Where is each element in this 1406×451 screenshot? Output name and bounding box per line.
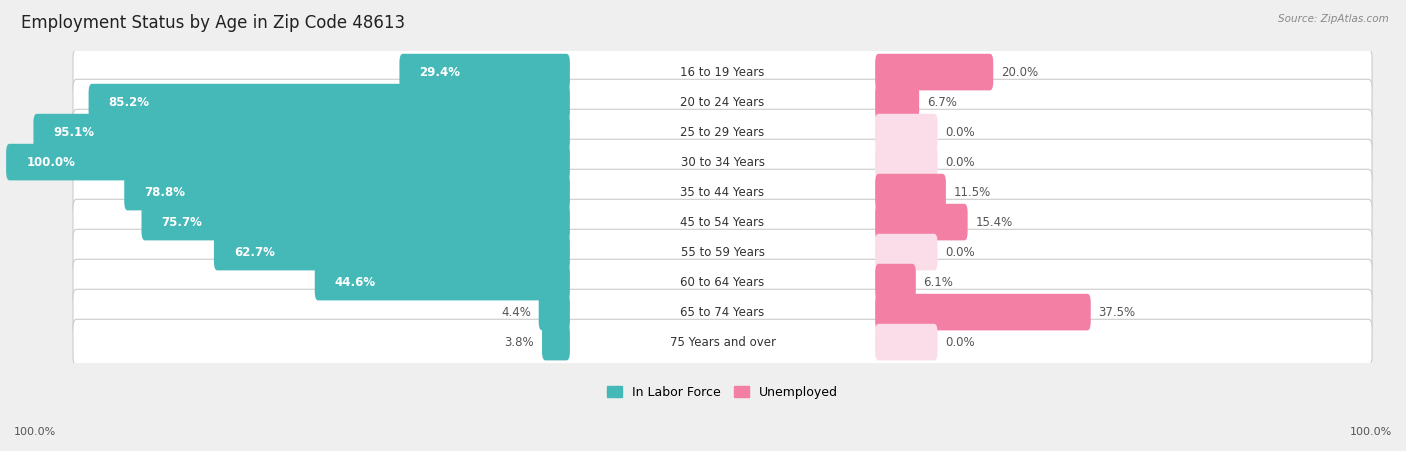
FancyBboxPatch shape bbox=[73, 259, 1372, 305]
FancyBboxPatch shape bbox=[214, 234, 569, 271]
Text: 100.0%: 100.0% bbox=[1350, 428, 1392, 437]
Text: 11.5%: 11.5% bbox=[953, 186, 991, 198]
Text: Source: ZipAtlas.com: Source: ZipAtlas.com bbox=[1278, 14, 1389, 23]
Text: 4.4%: 4.4% bbox=[501, 306, 531, 318]
FancyBboxPatch shape bbox=[73, 49, 1372, 95]
Text: 60 to 64 Years: 60 to 64 Years bbox=[681, 276, 765, 289]
Text: 45 to 54 Years: 45 to 54 Years bbox=[681, 216, 765, 229]
FancyBboxPatch shape bbox=[315, 264, 569, 300]
Text: Employment Status by Age in Zip Code 48613: Employment Status by Age in Zip Code 486… bbox=[21, 14, 405, 32]
FancyBboxPatch shape bbox=[73, 199, 1372, 245]
FancyBboxPatch shape bbox=[124, 174, 569, 210]
FancyBboxPatch shape bbox=[875, 174, 946, 210]
Text: 62.7%: 62.7% bbox=[233, 246, 274, 258]
Text: 3.8%: 3.8% bbox=[505, 336, 534, 349]
FancyBboxPatch shape bbox=[875, 84, 920, 120]
Text: 35 to 44 Years: 35 to 44 Years bbox=[681, 186, 765, 198]
FancyBboxPatch shape bbox=[73, 169, 1372, 215]
FancyBboxPatch shape bbox=[89, 84, 569, 120]
Text: 75 Years and over: 75 Years and over bbox=[669, 336, 776, 349]
FancyBboxPatch shape bbox=[875, 204, 967, 240]
FancyBboxPatch shape bbox=[34, 114, 569, 150]
Text: 37.5%: 37.5% bbox=[1098, 306, 1136, 318]
FancyBboxPatch shape bbox=[875, 324, 938, 360]
FancyBboxPatch shape bbox=[875, 114, 938, 150]
FancyBboxPatch shape bbox=[875, 54, 993, 90]
Text: 75.7%: 75.7% bbox=[162, 216, 202, 229]
FancyBboxPatch shape bbox=[875, 264, 915, 300]
FancyBboxPatch shape bbox=[875, 144, 938, 180]
FancyBboxPatch shape bbox=[875, 294, 1091, 331]
Text: 20.0%: 20.0% bbox=[1001, 65, 1038, 78]
Legend: In Labor Force, Unemployed: In Labor Force, Unemployed bbox=[602, 381, 842, 404]
Text: 65 to 74 Years: 65 to 74 Years bbox=[681, 306, 765, 318]
FancyBboxPatch shape bbox=[399, 54, 569, 90]
Text: 85.2%: 85.2% bbox=[108, 96, 149, 109]
FancyBboxPatch shape bbox=[142, 204, 569, 240]
Text: 55 to 59 Years: 55 to 59 Years bbox=[681, 246, 765, 258]
FancyBboxPatch shape bbox=[73, 79, 1372, 125]
FancyBboxPatch shape bbox=[73, 229, 1372, 275]
FancyBboxPatch shape bbox=[73, 289, 1372, 335]
FancyBboxPatch shape bbox=[6, 144, 569, 180]
Text: 95.1%: 95.1% bbox=[53, 125, 94, 138]
Text: 25 to 29 Years: 25 to 29 Years bbox=[681, 125, 765, 138]
Text: 0.0%: 0.0% bbox=[945, 246, 974, 258]
FancyBboxPatch shape bbox=[73, 139, 1372, 185]
Text: 6.7%: 6.7% bbox=[927, 96, 957, 109]
FancyBboxPatch shape bbox=[73, 319, 1372, 365]
Text: 44.6%: 44.6% bbox=[335, 276, 375, 289]
Text: 0.0%: 0.0% bbox=[945, 336, 974, 349]
Text: 6.1%: 6.1% bbox=[924, 276, 953, 289]
Text: 0.0%: 0.0% bbox=[945, 156, 974, 169]
Text: 30 to 34 Years: 30 to 34 Years bbox=[681, 156, 765, 169]
FancyBboxPatch shape bbox=[543, 324, 569, 360]
FancyBboxPatch shape bbox=[538, 294, 569, 331]
Text: 100.0%: 100.0% bbox=[14, 428, 56, 437]
FancyBboxPatch shape bbox=[875, 234, 938, 271]
Text: 78.8%: 78.8% bbox=[145, 186, 186, 198]
Text: 16 to 19 Years: 16 to 19 Years bbox=[681, 65, 765, 78]
Text: 29.4%: 29.4% bbox=[419, 65, 461, 78]
FancyBboxPatch shape bbox=[73, 109, 1372, 155]
Text: 100.0%: 100.0% bbox=[27, 156, 75, 169]
Text: 0.0%: 0.0% bbox=[945, 125, 974, 138]
Text: 15.4%: 15.4% bbox=[976, 216, 1012, 229]
Text: 20 to 24 Years: 20 to 24 Years bbox=[681, 96, 765, 109]
